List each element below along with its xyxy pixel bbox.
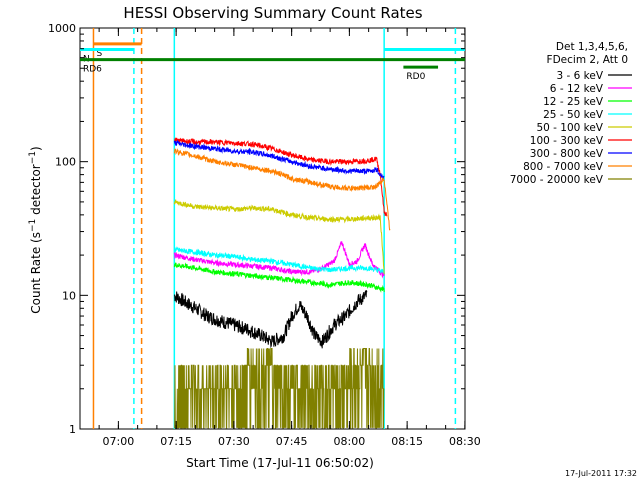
marker-label-2: RD6 bbox=[83, 65, 102, 75]
legend-label-5: 100 - 300 keV bbox=[530, 135, 604, 147]
x-tick-label-2: 07:30 bbox=[218, 435, 250, 448]
marker-label-3: RD0 bbox=[406, 72, 425, 82]
series-line-2 bbox=[173, 262, 385, 293]
series-line-6 bbox=[173, 139, 385, 180]
x-tick-label-0: 07:00 bbox=[103, 435, 135, 448]
legend-header-1: FDecim 2, Att 0 bbox=[547, 54, 628, 66]
y-axis-label: Count Rate (s−1 detector−1) bbox=[28, 146, 43, 313]
series-line-1 bbox=[173, 241, 385, 279]
y-tick-label-1: 10 bbox=[62, 289, 76, 302]
legend-label-3: 25 - 50 keV bbox=[543, 109, 604, 121]
y-tick-label-2: 100 bbox=[55, 156, 76, 169]
plot-layer: SNRD6RD0 bbox=[80, 28, 465, 429]
series-line-3 bbox=[173, 246, 385, 275]
legend: Det 1,3,4,5,6,FDecim 2, Att 0 3 - 6 keV6 … bbox=[510, 41, 632, 186]
legend-label-7: 800 - 7000 keV bbox=[523, 161, 604, 173]
series-line-7 bbox=[173, 148, 391, 231]
x-tick-label-3: 07:45 bbox=[276, 435, 308, 448]
legend-label-6: 300 - 800 keV bbox=[530, 148, 604, 160]
legend-label-8: 7000 - 20000 keV bbox=[510, 174, 604, 186]
chart-title: HESSI Observing Summary Count Rates bbox=[123, 4, 422, 22]
series-line-8 bbox=[174, 348, 385, 429]
footer-timestamp: 17-Jul-2011 17:32 bbox=[565, 469, 637, 478]
legend-header-0: Det 1,3,4,5,6, bbox=[556, 41, 628, 53]
legend-label-2: 12 - 25 keV bbox=[543, 96, 604, 108]
x-tick-label-6: 08:30 bbox=[449, 435, 481, 448]
x-axis-label: Start Time (17-Jul-11 06:50:02) bbox=[186, 456, 374, 470]
axes-layer: 1 10 100 1000 07:00 07:15 07:30 07:45 08:00 08:15… bbox=[48, 22, 481, 448]
legend-label-1: 6 - 12 keV bbox=[550, 83, 604, 95]
series-line-0 bbox=[173, 290, 368, 349]
series-line-4 bbox=[173, 199, 385, 275]
legend-label-4: 50 - 100 keV bbox=[536, 122, 603, 134]
x-tick-label-5: 08:15 bbox=[391, 435, 423, 448]
marker-label-0: S bbox=[96, 49, 102, 59]
x-tick-label-4: 08:00 bbox=[334, 435, 366, 448]
x-tick-label-1: 07:15 bbox=[160, 435, 192, 448]
y-tick-label-3: 1000 bbox=[48, 22, 76, 35]
series-line-5 bbox=[173, 137, 388, 217]
y-tick-label-0: 1 bbox=[69, 423, 76, 436]
legend-label-0: 3 - 6 keV bbox=[556, 70, 603, 82]
